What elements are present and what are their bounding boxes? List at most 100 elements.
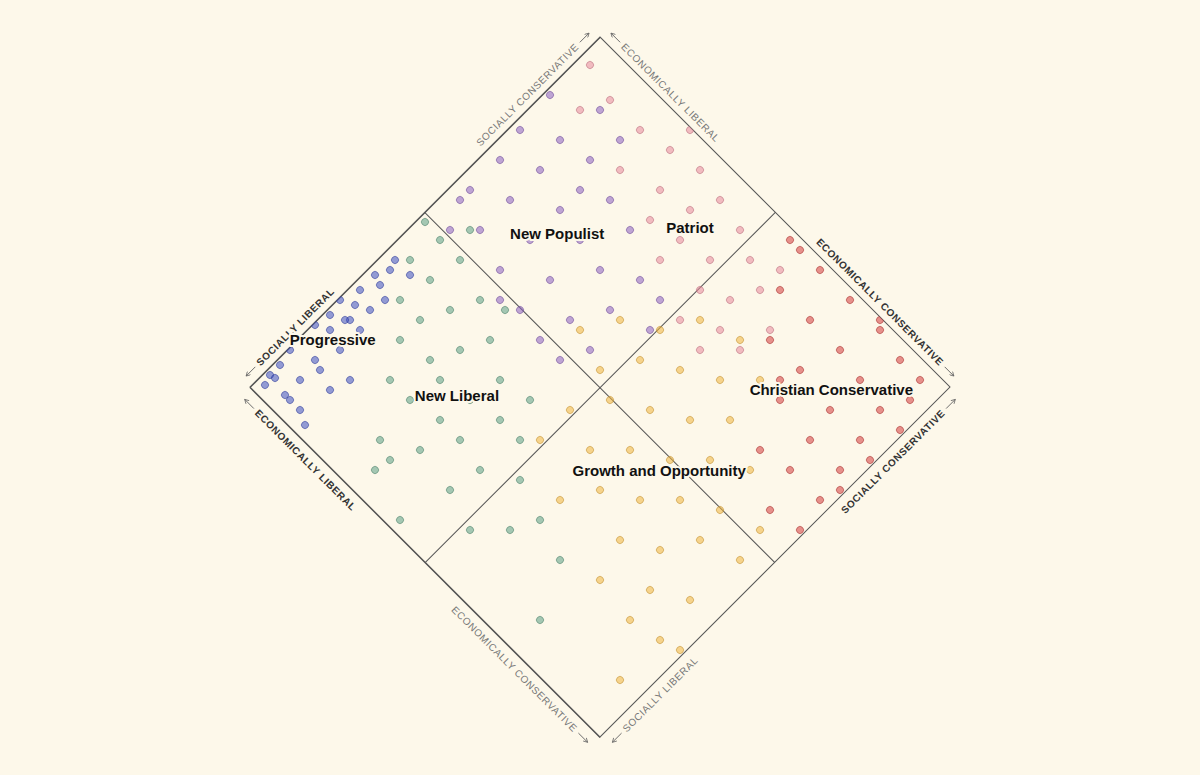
point — [735, 345, 745, 355]
point — [715, 325, 725, 335]
point — [485, 335, 495, 345]
point — [655, 545, 665, 555]
point — [645, 585, 655, 595]
point — [395, 335, 405, 345]
background — [0, 0, 1200, 775]
point — [645, 325, 655, 335]
point — [625, 225, 635, 235]
point — [715, 195, 725, 205]
point — [775, 265, 785, 275]
point — [595, 105, 605, 115]
point — [715, 505, 725, 515]
point — [535, 515, 545, 525]
axis-title: SOCIALLY CONSERVATIVE — [474, 41, 581, 148]
point — [615, 315, 625, 325]
point — [835, 465, 845, 475]
point — [665, 145, 675, 155]
point — [715, 375, 725, 385]
point — [295, 375, 305, 385]
point — [815, 265, 825, 275]
point — [635, 355, 645, 365]
point — [605, 95, 615, 105]
point — [725, 415, 735, 425]
axis-title: ECONOMICALLY CONSERVATIVE — [449, 604, 579, 734]
point — [345, 375, 355, 385]
point — [635, 495, 645, 505]
point — [505, 195, 515, 205]
point — [535, 435, 545, 445]
point — [815, 495, 825, 505]
point — [765, 505, 775, 515]
point — [735, 225, 745, 235]
point — [915, 375, 925, 385]
point — [845, 295, 855, 305]
point — [785, 465, 795, 475]
point — [805, 315, 815, 325]
plot-frame — [250, 37, 950, 737]
point — [595, 485, 605, 495]
point — [865, 455, 875, 465]
point — [635, 125, 645, 135]
point — [295, 405, 305, 415]
point — [445, 225, 455, 235]
point — [415, 315, 425, 325]
point — [645, 215, 655, 225]
point — [755, 525, 765, 535]
axis-arrow — [946, 399, 955, 408]
point — [515, 305, 525, 315]
point — [505, 525, 515, 535]
point — [695, 285, 705, 295]
point — [555, 555, 565, 565]
point — [555, 205, 565, 215]
point — [675, 315, 685, 325]
point — [695, 535, 705, 545]
point — [310, 355, 320, 365]
axis-title: ECONOMICALLY CONSERVATIVE — [814, 236, 946, 368]
series-points — [420, 250, 870, 700]
point — [350, 300, 360, 310]
point — [765, 335, 775, 345]
point — [675, 495, 685, 505]
point — [685, 205, 695, 215]
point — [745, 465, 755, 475]
point — [395, 295, 405, 305]
point — [595, 365, 605, 375]
point — [370, 270, 380, 280]
axis-arrow — [945, 367, 954, 376]
point — [495, 295, 505, 305]
point — [765, 325, 775, 335]
point — [895, 425, 905, 435]
axis-arrow — [612, 733, 621, 742]
x-axis — [250, 37, 950, 737]
point — [795, 525, 805, 535]
point — [595, 575, 605, 585]
point — [475, 295, 485, 305]
point — [655, 255, 665, 265]
point — [465, 225, 475, 235]
point — [555, 135, 565, 145]
cluster-labels: ProgressiveNew LiberalNew PopulistPatrio… — [290, 219, 913, 478]
point — [655, 325, 665, 335]
point — [725, 295, 735, 305]
points — [255, 37, 950, 730]
point — [585, 445, 595, 455]
point — [695, 345, 705, 355]
point — [515, 125, 525, 135]
axis-arrow — [246, 367, 255, 376]
point — [735, 555, 745, 565]
point — [615, 135, 625, 145]
point — [425, 355, 435, 365]
point — [555, 495, 565, 505]
point — [375, 435, 385, 445]
point — [625, 445, 635, 455]
y-axis — [250, 37, 950, 737]
point — [835, 485, 845, 495]
point — [515, 475, 525, 485]
point — [545, 275, 555, 285]
point — [735, 335, 745, 345]
point — [280, 390, 290, 400]
chart: SOCIALLY LIBERALSOCIALLY LIBERALSOCIALLY… — [0, 0, 1200, 775]
axis-arrow — [611, 33, 620, 42]
series-points — [255, 247, 438, 430]
point — [370, 465, 380, 475]
